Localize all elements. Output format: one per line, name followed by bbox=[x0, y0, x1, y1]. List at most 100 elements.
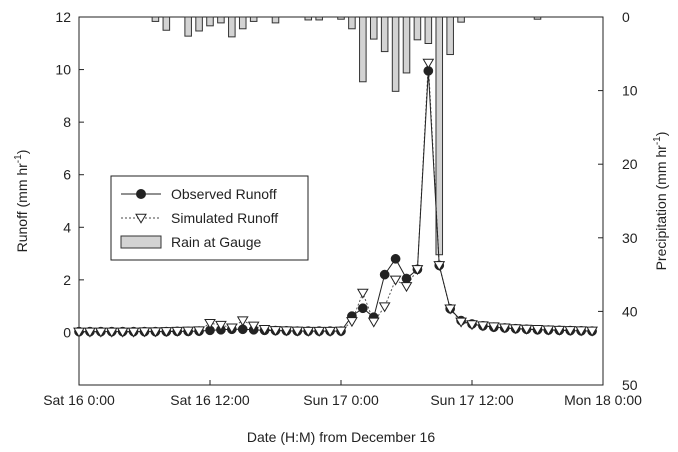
observed-point-29 bbox=[390, 253, 401, 264]
simulated-point-18 bbox=[269, 326, 282, 337]
x-tick-label-3: Sun 17 12:00 bbox=[430, 392, 514, 408]
simulated-point-32 bbox=[422, 58, 435, 69]
rain-bar-2 bbox=[184, 16, 192, 37]
y-left-tick-label-0: 0 bbox=[63, 324, 71, 340]
simulated-point-47 bbox=[586, 326, 598, 337]
simulated-point-35 bbox=[455, 317, 467, 328]
legend: Observed Runoff Simulated Runoff Rain at… bbox=[110, 175, 309, 261]
rain-bar-3 bbox=[195, 16, 203, 32]
x-tick-label-1: Sat 16 12:00 bbox=[170, 392, 250, 408]
simulated-point-17 bbox=[258, 325, 271, 336]
rain-bar-20 bbox=[424, 16, 433, 44]
simulated-point-20 bbox=[291, 326, 304, 337]
simulated-point-10 bbox=[182, 326, 195, 337]
simulated-point-42 bbox=[531, 325, 544, 336]
legend-simulated-marker bbox=[135, 213, 147, 224]
simulated-point-5 bbox=[127, 327, 140, 338]
simulated-point-13 bbox=[215, 320, 227, 331]
simulated-point-37 bbox=[477, 321, 489, 332]
rain-bar-15 bbox=[369, 16, 378, 40]
simulated-point-21 bbox=[302, 326, 315, 337]
y-right-axis: 0 10 20 30 40 50 bbox=[598, 9, 638, 393]
x-tick-label-0: Sat 16 0:00 bbox=[43, 392, 115, 408]
simulated-point-2 bbox=[94, 327, 107, 338]
y-left-tick-label-2: 4 bbox=[63, 219, 71, 235]
simulated-point-14 bbox=[225, 323, 238, 334]
rain-bar-0 bbox=[151, 16, 160, 22]
y-left-axis-title: Runoff (mm hr-1) bbox=[13, 150, 30, 253]
y-left-title-close: ) bbox=[14, 150, 30, 155]
observed-point-30 bbox=[401, 273, 412, 284]
simulated-point-24 bbox=[335, 326, 347, 337]
x-tick-label-4: Mon 18 0:00 bbox=[564, 392, 642, 408]
simulated-point-8 bbox=[160, 327, 173, 338]
simulated-point-41 bbox=[520, 324, 533, 335]
simulated-point-43 bbox=[542, 325, 555, 336]
rain-bar-8 bbox=[249, 16, 258, 22]
x-tick-label-2: Sun 17 0:00 bbox=[303, 392, 379, 408]
simulated-point-4 bbox=[116, 327, 129, 338]
simulated-point-15 bbox=[236, 316, 249, 327]
x-axis: Sat 16 0:00 Sat 16 12:00 Sun 17 0:00 Sun 17… bbox=[43, 380, 642, 408]
y-right-tick-label-4: 40 bbox=[622, 303, 638, 319]
simulated-point-38 bbox=[487, 322, 500, 333]
legend-rain-label: Rain at Gauge bbox=[171, 234, 261, 250]
simulated-point-30 bbox=[400, 282, 413, 293]
rain-bar-6 bbox=[228, 16, 236, 38]
legend-observed-label: Observed Runoff bbox=[171, 186, 277, 202]
simulated-point-33 bbox=[433, 261, 446, 272]
simulated-point-28 bbox=[378, 302, 391, 313]
observed-point-26 bbox=[357, 303, 368, 314]
y-right-axis-title: Precipitation (mm hr-1) bbox=[652, 132, 669, 271]
rain-bar-22 bbox=[446, 16, 454, 56]
simulated-point-11 bbox=[193, 326, 205, 337]
simulated-point-27 bbox=[367, 317, 380, 328]
simulated-point-22 bbox=[313, 326, 326, 337]
y-right-tick-label-2: 20 bbox=[622, 156, 638, 172]
series-layer bbox=[73, 58, 598, 338]
simulated-point-40 bbox=[509, 324, 522, 335]
rain-bar-23 bbox=[457, 16, 465, 23]
y-left-tick-label-5: 10 bbox=[55, 62, 71, 78]
legend-rain-swatch bbox=[120, 235, 162, 249]
y-right-tick-label-1: 10 bbox=[622, 83, 638, 99]
y-right-title-main: Precipitation (mm hr bbox=[653, 145, 669, 271]
simulated-point-6 bbox=[138, 327, 151, 338]
rain-bar-17 bbox=[391, 16, 400, 92]
rain-bar-13 bbox=[348, 16, 356, 30]
rain-bar-12 bbox=[337, 16, 345, 20]
simulated-point-23 bbox=[324, 326, 336, 337]
y-right-title-sup: -1 bbox=[652, 136, 663, 145]
rain-bar-19 bbox=[413, 16, 422, 41]
y-right-tick-label-0: 0 bbox=[622, 9, 630, 25]
observed-point-28 bbox=[379, 269, 390, 280]
simulated-point-36 bbox=[466, 320, 478, 331]
simulated-point-0 bbox=[73, 327, 85, 338]
rain-bar-11 bbox=[315, 16, 323, 21]
rain-bar-1 bbox=[162, 16, 171, 31]
simulated-point-1 bbox=[84, 327, 96, 338]
simulated-point-25 bbox=[346, 317, 358, 328]
simulated-point-7 bbox=[149, 327, 162, 338]
simulated-point-31 bbox=[411, 265, 424, 276]
rain-bar-24 bbox=[533, 16, 542, 20]
rain-bar-14 bbox=[359, 16, 367, 83]
y-left-tick-label-3: 6 bbox=[63, 167, 71, 183]
rain-bar-7 bbox=[238, 16, 247, 30]
y-right-tick-label-3: 30 bbox=[622, 230, 638, 246]
simulated-point-26 bbox=[356, 288, 369, 299]
simulated-point-46 bbox=[575, 326, 588, 337]
legend-simulated-label: Simulated Runoff bbox=[171, 210, 278, 226]
y-left-tick-label-6: 12 bbox=[55, 9, 71, 25]
rain-bar-5 bbox=[217, 16, 225, 24]
rain-bar-21 bbox=[435, 16, 444, 256]
simulated-point-39 bbox=[498, 323, 511, 334]
rain-bar-16 bbox=[380, 16, 389, 53]
y-left-axis: 0 2 4 6 8 10 12 bbox=[55, 9, 84, 340]
rain-bar-9 bbox=[271, 16, 280, 24]
simulated-point-45 bbox=[564, 326, 577, 337]
simulated-point-29 bbox=[389, 275, 402, 286]
y-left-tick-label-1: 2 bbox=[63, 272, 71, 288]
rain-bar-18 bbox=[402, 16, 411, 74]
